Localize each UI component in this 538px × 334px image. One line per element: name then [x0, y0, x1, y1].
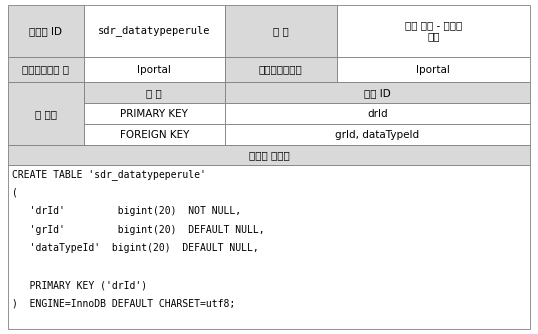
Text: 'drId'         bigint(20)  NOT NULL,: 'drId' bigint(20) NOT NULL,	[12, 206, 242, 216]
Text: 그룹 규칙 - 데이터
타입: 그룹 규칙 - 데이터 타입	[405, 20, 462, 41]
Text: FOREIGN KEY: FOREIGN KEY	[119, 130, 189, 140]
Text: drId: drId	[367, 109, 387, 119]
Text: PRIMARY KEY: PRIMARY KEY	[121, 109, 188, 119]
Bar	[84, 125, 225, 146]
Bar	[8, 146, 530, 165]
Bar	[225, 125, 530, 146]
Text: 테이블 정의문: 테이블 정의문	[249, 150, 289, 160]
Bar	[8, 56, 84, 82]
Text: lportal: lportal	[416, 64, 450, 74]
Bar	[8, 5, 84, 56]
Bar	[337, 56, 530, 82]
Text: )  ENGINE=InnoDB DEFAULT CHARSET=utf8;: ) ENGINE=InnoDB DEFAULT CHARSET=utf8;	[12, 299, 236, 309]
Text: grId, dataTypeId: grId, dataTypeId	[335, 130, 419, 140]
Text: 테이블스페이스: 테이블스페이스	[259, 64, 302, 74]
Bar	[84, 104, 225, 125]
Bar	[225, 104, 530, 125]
Text: (: (	[12, 188, 18, 198]
Bar	[225, 5, 337, 56]
Text: 'grId'         bigint(20)  DEFAULT NULL,: 'grId' bigint(20) DEFAULT NULL,	[12, 225, 265, 235]
Bar	[84, 82, 225, 104]
Text: 데이터베이스 명: 데이터베이스 명	[23, 64, 69, 74]
Bar	[84, 56, 225, 82]
Bar	[225, 82, 530, 104]
Bar	[84, 5, 225, 56]
Text: sdr_datatypeperule: sdr_datatypeperule	[98, 25, 210, 36]
Text: 테이블 ID: 테이블 ID	[30, 26, 62, 36]
Text: CREATE TABLE 'sdr_datatypeperule': CREATE TABLE 'sdr_datatypeperule'	[12, 169, 206, 180]
Text: 컬럼 ID: 컬럼 ID	[364, 88, 391, 98]
Bar	[8, 82, 84, 146]
Text: 키 정의: 키 정의	[35, 109, 57, 119]
Bar	[337, 5, 530, 56]
Text: PRIMARY KEY ('drId'): PRIMARY KEY ('drId')	[12, 280, 147, 290]
Text: 설 명: 설 명	[273, 26, 288, 36]
Text: 'dataTypeId'  bigint(20)  DEFAULT NULL,: 'dataTypeId' bigint(20) DEFAULT NULL,	[12, 243, 259, 253]
Bar	[8, 165, 530, 329]
Bar	[225, 56, 337, 82]
Text: lportal: lportal	[137, 64, 171, 74]
Text: 구 분: 구 분	[146, 88, 162, 98]
